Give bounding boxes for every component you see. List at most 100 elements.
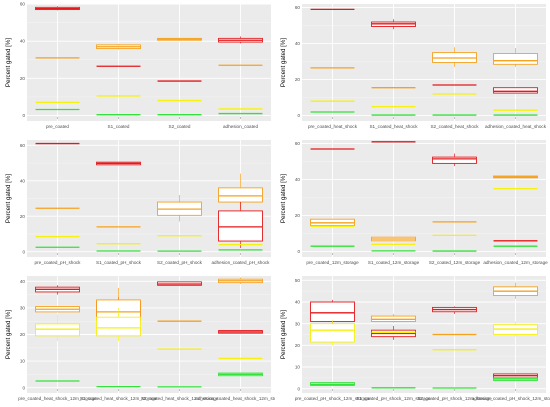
y-tick-label: 0	[22, 113, 25, 118]
y-tick-label: 60	[20, 2, 26, 7]
x-marker	[393, 389, 394, 391]
y-axis-label: Percent gated [%]	[5, 174, 12, 223]
panel-1-chart: 0 20 40 60 Percent gated [%] pre_coated S1_coa…	[5, 2, 271, 129]
panel-3: 0 20 40 60 Percent gated [%] pre_coated_pH_sh…	[0, 136, 275, 271]
x-marker	[454, 389, 455, 391]
box-body	[96, 316, 141, 337]
box-body	[493, 53, 538, 65]
y-tick-label: 20	[20, 214, 26, 219]
y-tick-label: 20	[20, 332, 26, 337]
x-tick-label: pre_coated_pH_shock	[35, 260, 82, 265]
x-marker	[57, 117, 58, 119]
x-tick-label: S2_coated_heat_shock_12m_storage	[141, 396, 219, 401]
x-tick-label: adhesion_coated_pH_shock	[212, 260, 271, 265]
box-body	[35, 323, 80, 337]
x-tick-label: S1_coated	[108, 124, 130, 129]
panel-3-chart: 0 20 40 60 Percent gated [%] pre_coated_pH_sh…	[5, 140, 271, 265]
box-body	[432, 156, 477, 164]
x-marker	[332, 117, 333, 119]
x-tick-label: pre_coated_heat_shock_12m_storage	[18, 396, 97, 401]
x-marker	[240, 389, 241, 391]
panel-6: 0 10 20 30 40 50 Percent gated [%] pre_coated_p…	[275, 272, 550, 407]
x-marker	[240, 253, 241, 255]
box-body	[310, 323, 355, 343]
y-tick-label: 40	[20, 178, 26, 183]
y-tick-label: 40	[20, 39, 26, 44]
panel-4: 0 20 40 60 Percent gated [%] pre_coated_12m_s…	[275, 136, 550, 271]
y-tick-label: 30	[20, 306, 26, 311]
box-body	[218, 210, 263, 242]
x-marker	[332, 253, 333, 255]
x-marker	[454, 253, 455, 255]
x-tick-label: pre_coated_pH_shock_12m_storage	[295, 396, 371, 401]
panel-5: 0 10 20 30 40 Percent gated [%] pre_coated_hea…	[0, 272, 275, 407]
y-tick-label: 50	[295, 278, 301, 283]
y-tick-label: 20	[295, 343, 301, 348]
x-marker	[118, 389, 119, 391]
panel-1: 0 20 40 60 Percent gated [%] pre_coated S1_coa…	[0, 0, 275, 135]
plot-background	[302, 140, 546, 257]
y-tick-label: 60	[20, 143, 26, 148]
x-tick-label: S2_coated_heat_shock	[430, 124, 479, 129]
x-marker	[57, 253, 58, 255]
x-tick-label: S2_coated	[169, 124, 191, 129]
x-marker	[515, 389, 516, 391]
y-axis-label: Percent gated [%]	[280, 310, 287, 359]
box-body	[218, 187, 263, 203]
x-marker	[57, 389, 58, 391]
y-axis-label: Percent gated [%]	[280, 174, 287, 223]
x-tick-label: pre_coated_heat_shock	[308, 124, 358, 129]
panel-6-chart: 0 10 20 30 40 50 Percent gated [%] pre_coated_p…	[280, 276, 550, 401]
x-marker	[393, 117, 394, 119]
x-tick-label: S2_coated_pH_shock	[157, 260, 203, 265]
panel-5-chart: 0 10 20 30 40 Percent gated [%] pre_coated_hea…	[5, 276, 275, 401]
y-tick-label: 60	[295, 5, 301, 10]
x-tick-label: S2_coated_12m_storage	[429, 260, 481, 265]
box-body	[310, 301, 355, 322]
y-tick-label: 0	[297, 249, 300, 254]
x-marker	[179, 253, 180, 255]
x-tick-label: S1_coated_pH_shock_12m_storage	[356, 396, 431, 401]
y-axis-label: Percent gated [%]	[280, 38, 287, 87]
x-tick-label: pre_coated_12m_storage	[306, 260, 359, 265]
y-tick-label: 40	[20, 279, 26, 284]
y-tick-label: 0	[297, 386, 300, 391]
x-marker	[393, 253, 394, 255]
x-tick-label: adhesion_coated_heat_shock	[485, 124, 547, 129]
x-marker	[454, 117, 455, 119]
y-tick-label: 20	[295, 213, 301, 218]
x-marker	[515, 253, 516, 255]
y-tick-label: 40	[295, 41, 301, 46]
x-marker	[179, 389, 180, 391]
plot-background	[27, 4, 271, 121]
y-tick-label: 30	[295, 321, 301, 326]
y-tick-label: 0	[297, 113, 300, 118]
x-tick-label: adhesion_coated	[223, 124, 258, 129]
y-tick-label: 20	[295, 77, 301, 82]
x-marker	[118, 117, 119, 119]
y-tick-label: 20	[20, 76, 26, 81]
x-marker	[179, 117, 180, 119]
x-tick-label: pre_coated	[46, 124, 69, 129]
box-body	[493, 87, 538, 94]
x-tick-label: S2_coated_pH_shock_12m_storage	[417, 396, 492, 401]
x-tick-label: adhesion_coated_pH_shock_12m_storage	[472, 396, 550, 401]
x-marker	[240, 117, 241, 119]
x-tick-label: S1_coated_heat_shock	[369, 124, 418, 129]
x-marker	[515, 117, 516, 119]
y-axis-label: Percent gated [%]	[5, 38, 12, 87]
y-tick-label: 40	[295, 177, 301, 182]
y-tick-label: 10	[295, 365, 301, 370]
y-axis-label: Percent gated [%]	[5, 310, 12, 359]
x-tick-label: adhesion_coated_heat_shock_12m_storage	[195, 396, 275, 401]
y-tick-label: 60	[295, 141, 301, 146]
x-marker	[332, 389, 333, 391]
x-tick-label: S1_coated_pH_shock	[96, 260, 142, 265]
y-tick-label: 10	[20, 359, 26, 364]
x-marker	[118, 253, 119, 255]
x-tick-label: S1_coated_heat_shock_12m_storage	[80, 396, 158, 401]
y-tick-label: 0	[22, 249, 25, 254]
x-tick-label: adhesion_coated_12m_storage	[483, 260, 548, 265]
panel-2: 0 20 40 60 Percent gated [%] pre_coated_heat_…	[275, 0, 550, 135]
